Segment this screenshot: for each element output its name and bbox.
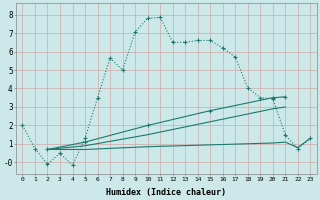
X-axis label: Humidex (Indice chaleur): Humidex (Indice chaleur): [106, 188, 226, 197]
